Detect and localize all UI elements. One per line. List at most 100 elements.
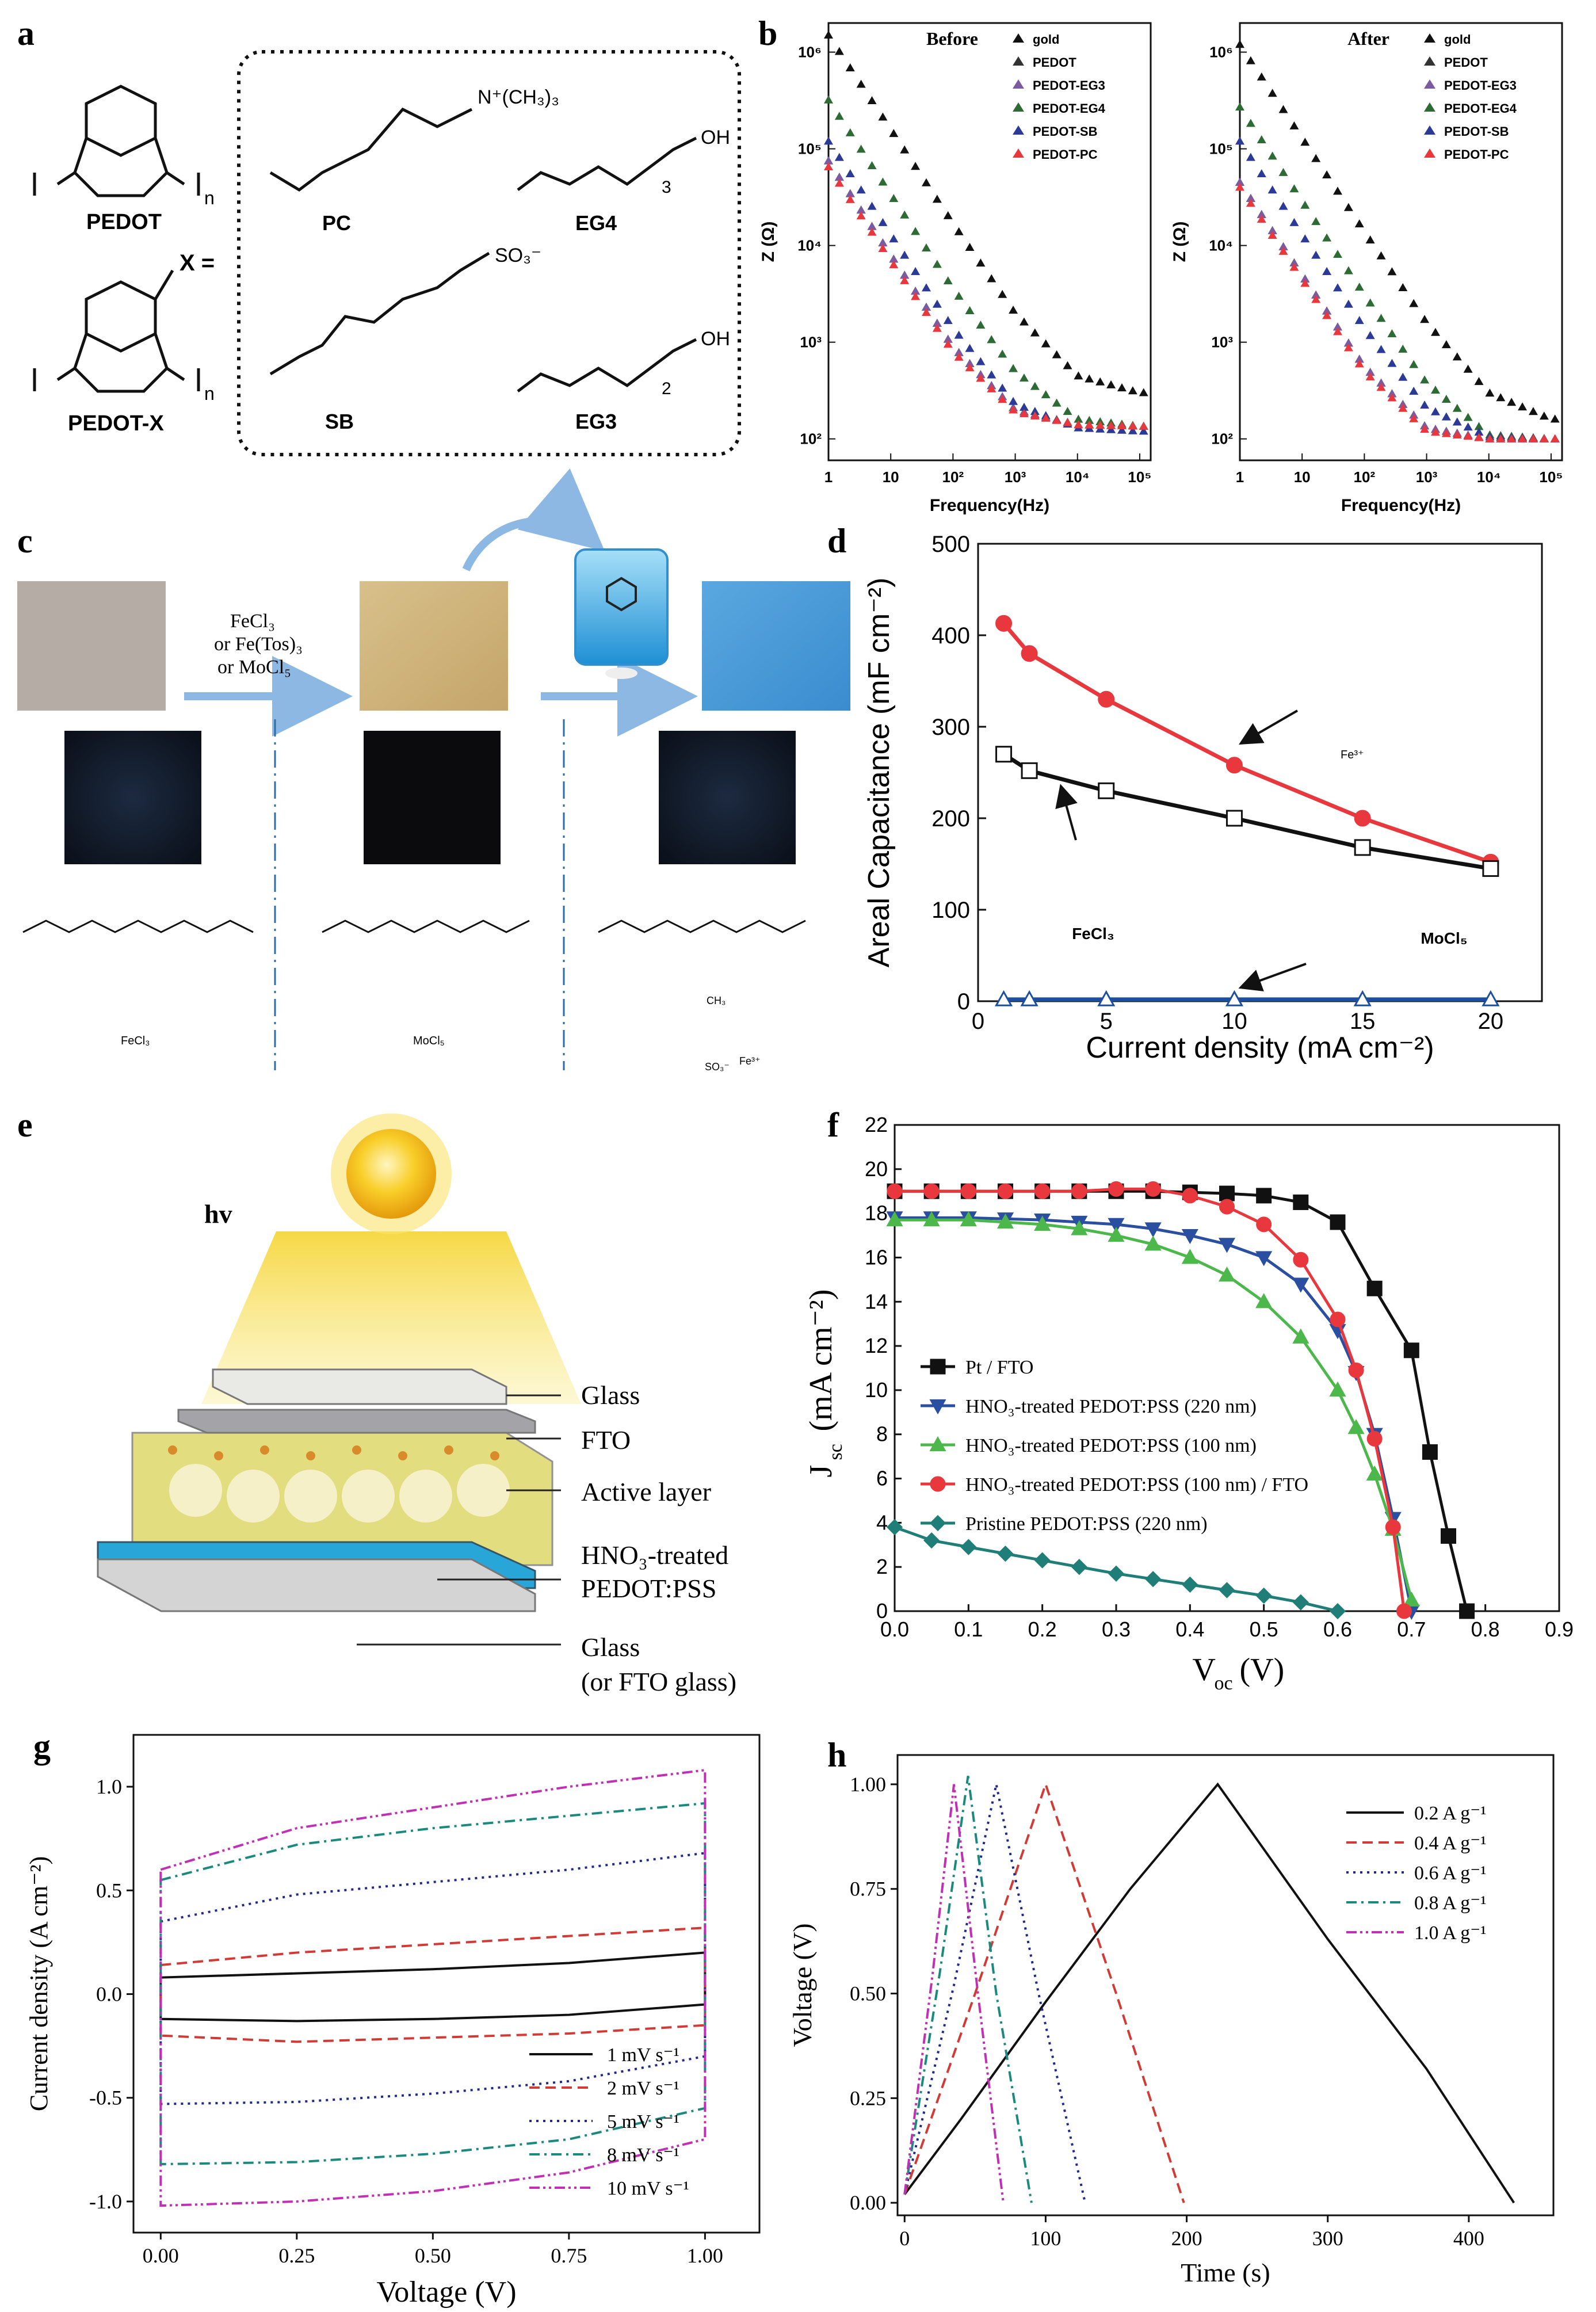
impedance-point: [1267, 89, 1277, 97]
annotation-arrow: [1238, 963, 1307, 991]
y-tick-label: 10³: [800, 334, 822, 351]
legend-label: gold: [1033, 32, 1059, 47]
annotation-label: MoCl₅: [1421, 929, 1467, 947]
impedance-point: [1063, 361, 1072, 369]
impedance-point: [1474, 422, 1484, 430]
impedance-point: [1452, 430, 1462, 438]
impedance-point: [1322, 170, 1332, 178]
jv-point: [923, 1532, 940, 1549]
y-tick-label: 16: [865, 1245, 888, 1269]
jv-point: [960, 1183, 976, 1199]
x-tick-label: 1.00: [687, 2244, 723, 2267]
x-tick-label: 10⁵: [1539, 468, 1563, 486]
impedance-point: [1019, 402, 1029, 411]
x-tick-label: 10: [883, 468, 899, 486]
impedance-point: [1019, 317, 1029, 326]
impedance-point: [1311, 217, 1321, 226]
photo-fetos: [659, 731, 796, 864]
legend-marker: [1013, 148, 1024, 158]
impedance-point: [1420, 375, 1430, 384]
impedance-point: [1409, 360, 1419, 368]
impedance-point: [1311, 290, 1321, 299]
jv-point: [1034, 1183, 1051, 1199]
x-tick-label: 10: [1294, 468, 1311, 486]
impedance-point: [1365, 372, 1375, 381]
jv-point: [960, 1539, 977, 1555]
cv-loop: [159, 1951, 707, 2023]
impedance-point: [1117, 421, 1127, 430]
plot-frame: [896, 1754, 1555, 2216]
impedance-point: [1528, 434, 1538, 442]
impedance-point: [1278, 105, 1288, 113]
legend-label: PEDOT: [1444, 55, 1488, 70]
impedance-point: [824, 30, 833, 39]
x-tick-label: 1: [1236, 468, 1244, 486]
impedance-point: [1300, 138, 1310, 146]
impedance-point: [1267, 230, 1277, 239]
y-tick-label: 300: [931, 715, 970, 740]
impedance-point: [1289, 218, 1299, 226]
jv-point: [1034, 1552, 1051, 1569]
impedance-point: [845, 169, 855, 177]
jv-point: [1255, 1251, 1273, 1266]
capacitance-point: [1225, 810, 1243, 827]
impedance-point: [856, 144, 866, 153]
cv-loop: [159, 1769, 707, 2207]
legend-marker: [1424, 56, 1435, 66]
annotation-arrow: [1055, 784, 1078, 841]
capacitance-point: [1354, 810, 1371, 827]
impedance-point: [911, 287, 921, 295]
x-tick-label: 400: [1453, 2227, 1484, 2250]
legend-label: PEDOT-PC: [1444, 147, 1509, 162]
impedance-point: [1278, 242, 1288, 250]
impedance-point: [987, 274, 996, 283]
impedance-point: [1474, 377, 1484, 386]
x-tick-label: 10²: [942, 468, 964, 486]
impedance-point: [1278, 201, 1288, 210]
impedance-point: [1507, 434, 1517, 442]
impedance-point: [1128, 426, 1137, 434]
impedance-point: [965, 243, 975, 251]
impedance-point: [1300, 234, 1310, 243]
impedance-point: [954, 227, 964, 235]
impedance-point: [1289, 258, 1299, 266]
annotation-label: FeCl₃: [1072, 925, 1114, 943]
y-tick-label: 10⁶: [1209, 44, 1233, 61]
x-tick-label: 0.4: [1175, 1617, 1204, 1641]
impedance-point: [921, 283, 931, 292]
jv-point: [996, 1213, 1014, 1229]
hv-label: hv: [204, 1199, 232, 1229]
impedance-point: [1052, 415, 1062, 424]
panel-b-impedance: 1 10 10² 10³ 10⁴ 10⁵ 10² 10³ 10⁴ 10⁵ 10⁶ Frequency(…: [759, 22, 1563, 515]
jv-point: [1071, 1559, 1087, 1575]
impedance-point: [1235, 136, 1244, 145]
jv-point: [1219, 1185, 1235, 1201]
sb-label: SB: [325, 410, 354, 433]
impedance-point: [1030, 407, 1040, 415]
y-tick-label: 2: [876, 1555, 888, 1578]
layer-glass-top: Glass: [581, 1380, 640, 1410]
capacitance-point: [1098, 782, 1115, 799]
jv-point: [1366, 1430, 1383, 1447]
impedance-point: [1550, 414, 1560, 423]
gcd-line: [903, 1776, 1033, 2203]
impedance-point: [1257, 72, 1266, 81]
jv-point: [1292, 1328, 1309, 1344]
capacitance-point: [1098, 690, 1115, 708]
legend-marker: [929, 1514, 946, 1532]
jv-point: [1108, 1181, 1124, 1197]
y-axis-sub: sc: [825, 1444, 846, 1460]
impedance-point: [834, 112, 844, 120]
impedance-point: [1463, 432, 1473, 440]
y-tick-label: 10⁴: [1209, 237, 1233, 254]
x-tick-label: 0.2: [1028, 1617, 1057, 1641]
y-tick-label: 0.5: [96, 1879, 122, 1902]
impedance-point: [1289, 184, 1299, 193]
legend-label: 10 mV s⁻¹: [607, 2178, 689, 2199]
impedance-point: [1420, 400, 1430, 409]
impedance-point: [976, 357, 986, 365]
impedance-point: [943, 316, 953, 325]
eg4-oh: OH: [701, 127, 730, 148]
impedance-point: [1117, 425, 1127, 434]
impedance-point: [1289, 262, 1299, 271]
